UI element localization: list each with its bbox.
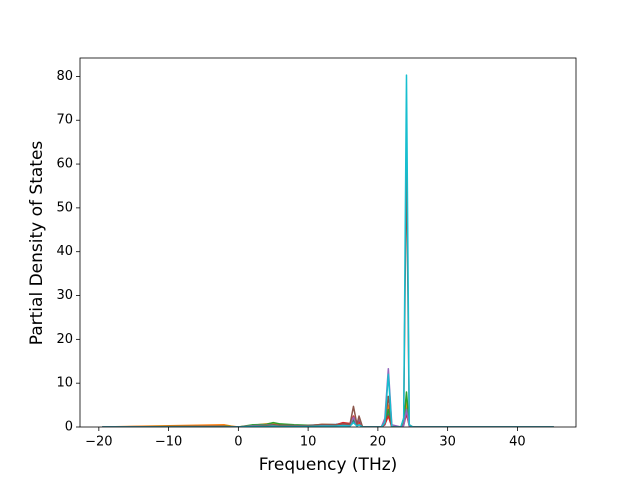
series-line (102, 404, 554, 427)
y-tick-label: 20 (56, 332, 73, 347)
y-tick-label: 10 (56, 376, 73, 391)
y-tick-label: 60 (56, 157, 73, 172)
series-line (102, 367, 554, 427)
y-tick-label: 0 (65, 420, 73, 435)
x-tick-label: 20 (370, 435, 387, 450)
y-tick-label: 40 (56, 244, 73, 259)
x-tick-label: 10 (300, 435, 317, 450)
x-tick-label: 30 (439, 435, 456, 450)
y-tick-label: 50 (56, 200, 73, 215)
plot-frame (79, 57, 577, 428)
y-tick-label: 80 (56, 69, 73, 84)
series-line (102, 156, 554, 427)
series-line (102, 74, 554, 427)
y-tick-label: 30 (56, 288, 73, 303)
x-tick-label: 40 (509, 435, 526, 450)
x-axis-label: Frequency (THz) (259, 455, 398, 475)
y-tick-label: 70 (56, 113, 73, 128)
x-tick-label: −10 (155, 435, 182, 450)
series-line (102, 391, 554, 427)
y-axis-label: Partial Density of States (27, 141, 47, 346)
x-tick-label: −20 (85, 435, 112, 450)
series-line (102, 399, 554, 427)
x-tick-label: 0 (234, 435, 242, 450)
